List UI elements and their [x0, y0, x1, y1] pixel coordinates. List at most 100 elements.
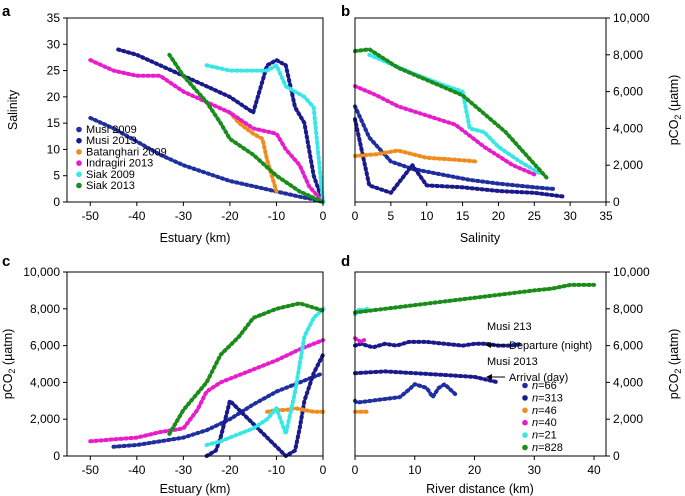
panel-c-xlabel: Estuary (km): [160, 482, 231, 496]
panel-d-ytick-label: 4,000: [613, 375, 643, 389]
annotation-arrival-text: Arrival (day): [509, 372, 568, 384]
panel-a-series-2: [227, 110, 279, 194]
panel-d-xtick-label: 30: [528, 463, 542, 477]
panel-b-xtick-label: 35: [599, 209, 613, 223]
panel-b-series-0: [353, 104, 558, 192]
annotation-arrival-arrowhead: [486, 374, 492, 380]
legend-a-label-1: Musi 2013: [86, 135, 137, 147]
legend-d-marker-1: [522, 395, 528, 401]
panel-a-series-0: [88, 115, 325, 204]
panel-a-ytick-label: 35: [47, 11, 61, 25]
panel-a-ytick-label: 30: [47, 37, 61, 51]
panel-b-xtick-label: 15: [456, 209, 470, 223]
panel-a-xtick-label: -20: [221, 209, 239, 223]
legend-d-label-3: n=40: [532, 417, 557, 429]
panel-a-xtick-label: 0: [320, 209, 327, 223]
panel-d-ytick-label: 10,000: [613, 265, 650, 279]
legend-d-marker-2: [522, 407, 528, 414]
panel-b-xtick-label: 20: [492, 209, 506, 223]
panel-a-xtick-label: -10: [268, 209, 286, 223]
legend-a-label-0: Musi 2009: [86, 124, 137, 136]
panel-b-series-4: [367, 52, 544, 177]
panel-c-plot: [88, 301, 325, 458]
panel-d-ytick-label: 2,000: [613, 412, 643, 426]
panel-c-ylabel: pCO2 (µatm): [1, 329, 17, 400]
panel-c-series-0: [111, 371, 325, 449]
legend-a-label-3: Indragiri 2013: [86, 158, 153, 170]
panel-d: d 0 10 20 30 40 0 2,000 4,000 6,000 8,000 10,000 R…: [341, 253, 683, 496]
panel-c-xtick-label: 0: [320, 463, 327, 477]
panel-a-ylabel: Salinity: [6, 89, 20, 130]
panel-a-ytick-label: 15: [47, 116, 61, 130]
panel-b-frame: [354, 17, 607, 203]
panel-b-xtick-label: 5: [388, 209, 395, 223]
panel-a-plot: [88, 47, 325, 204]
panel-b-ylabel: pCO2 (µatm): [667, 75, 683, 146]
annotation-departure-label: Musi 213: [487, 321, 532, 333]
legend-d-label-1: n=313: [532, 392, 563, 404]
panel-c-ytick-label: 8,000: [30, 302, 60, 316]
annotation-departure-text: Departure (night): [509, 340, 592, 352]
legend-d-label-5: n=828: [532, 442, 563, 454]
panel-c-axes: -50 -40 -30 -20 -10 0 0 2,000 4,000 6,000 8,000 10,…: [23, 265, 326, 477]
panel-a-ytick-label: 25: [47, 64, 61, 78]
annotation-departure-arrowhead: [485, 342, 491, 348]
legend-d-marker-5: [522, 444, 528, 451]
panel-a-series-3: [88, 58, 325, 204]
panel-c-frame: [66, 271, 324, 457]
panel-c-xtick-label: -10: [268, 463, 286, 477]
panel-a-series-5: [167, 52, 325, 204]
panel-b-xlabel: Salinity: [460, 231, 501, 245]
panel-c-xtick-label: -30: [175, 463, 193, 477]
panel-b-ytick-label: 8,000: [613, 48, 643, 62]
panel-d-series-4: [353, 336, 366, 344]
panel-b-xtick-label: 0: [352, 209, 359, 223]
panel-d-frame: [354, 271, 607, 457]
panel-a-ytick-label: 5: [53, 169, 60, 183]
legend-a-marker-4: [76, 171, 82, 178]
legend-d-label-4: n=21: [532, 430, 557, 442]
legend-d-marker-3: [522, 419, 528, 426]
legend-d-label-0: n=66: [532, 380, 557, 392]
panel-d-xtick-label: 0: [352, 463, 359, 477]
panel-c-xtick-label: -40: [128, 463, 146, 477]
panel-b-ytick-label: 2,000: [613, 158, 643, 172]
panel-d-series-6: [353, 282, 596, 315]
panel-d-series-0: [353, 382, 459, 405]
panel-a-ytick-label: 10: [47, 142, 61, 156]
panel-b-plot: [353, 47, 565, 199]
panel-d-ytick-label: 6,000: [613, 339, 643, 353]
panel-c-ytick-label: 6,000: [30, 339, 60, 353]
legend-a-marker-5: [76, 182, 82, 189]
panel-d-xtick-label: 20: [468, 463, 482, 477]
panel-c-ytick-label: 10,000: [23, 265, 60, 279]
panel-d-xtick-label: 40: [587, 463, 601, 477]
panel-a-letter: a: [2, 3, 11, 20]
panel-d-series-2: [353, 369, 501, 385]
panel-c: c -50 -40 -30 -20 -10 0 0 2,000 4,000 6,000 8,000 1…: [1, 253, 327, 496]
panel-a-ytick-label: 20: [47, 90, 61, 104]
panel-b-series-5: [353, 47, 551, 182]
panel-b-axes: 0 5 10 15 20 25 30 3502,0004,0006,0008,00010,00…: [352, 11, 650, 223]
panel-b-xtick-label: 10: [420, 209, 434, 223]
panel-c-xtick-label: -20: [221, 463, 239, 477]
panel-a-xtick-label: -30: [175, 209, 193, 223]
legend-a-marker-2: [76, 149, 82, 155]
panel-b-series-2: [353, 148, 479, 164]
legend-a-label-5: Siak 2013: [86, 180, 135, 192]
panel-b-ytick-label: 0: [613, 195, 620, 209]
legend-a-marker-1: [76, 137, 82, 144]
legend-a-label-4: Siak 2009: [86, 169, 135, 181]
panel-b-xtick-label: 30: [563, 209, 577, 223]
panel-b-series-1: [353, 117, 565, 199]
legend-a-marker-3: [76, 160, 82, 166]
panel-c-letter: c: [2, 253, 10, 270]
legend-a-label-2: Batanghari 2009: [86, 146, 167, 158]
panel-d-ytick-label: 0: [613, 449, 620, 463]
panel-b-ytick-label: 10,000: [613, 11, 650, 25]
panel-b-series-3: [353, 84, 537, 177]
panel-d-letter: d: [341, 253, 350, 270]
